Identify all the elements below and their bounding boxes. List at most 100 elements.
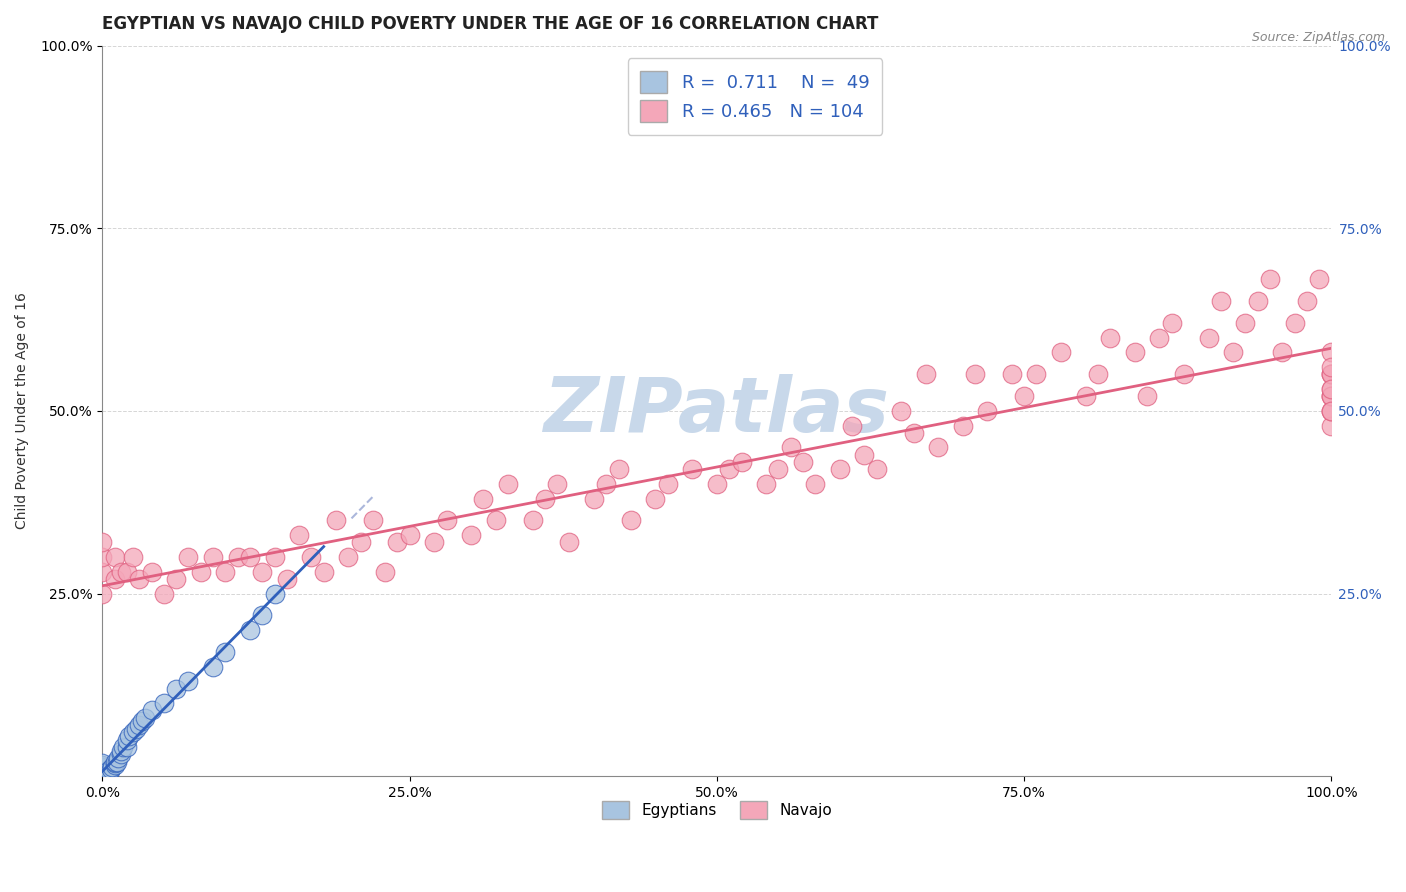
Point [1136,389,1159,403]
Point [153,586,176,600]
Point [1320,368,1343,382]
Point [288,528,311,542]
Point [91,769,114,783]
Point [177,674,200,689]
Point [472,491,495,506]
Point [1173,368,1195,382]
Point [1087,368,1109,382]
Point [101,760,124,774]
Point [115,739,138,754]
Point [115,732,138,747]
Point [122,725,145,739]
Point [927,441,949,455]
Point [1320,368,1343,382]
Point [1025,368,1047,382]
Point [768,462,790,476]
Point [398,528,420,542]
Point [91,762,114,776]
Point [1123,345,1146,359]
Point [325,514,347,528]
Point [91,586,114,600]
Point [841,418,863,433]
Point [91,769,114,783]
Point [104,758,127,772]
Point [644,491,666,506]
Point [423,535,446,549]
Point [299,549,322,564]
Point [779,441,801,455]
Point [1209,294,1232,309]
Point [91,549,114,564]
Point [97,765,120,780]
Point [1320,389,1343,403]
Point [853,448,876,462]
Point [252,608,274,623]
Point [115,565,138,579]
Text: ZIPatlas: ZIPatlas [544,374,890,448]
Point [110,747,132,762]
Point [112,739,135,754]
Point [485,514,508,528]
Point [595,477,617,491]
Point [1295,294,1317,309]
Point [91,763,114,777]
Point [374,565,396,579]
Point [118,729,141,743]
Point [91,764,114,778]
Point [706,477,728,491]
Y-axis label: Child Poverty Under the Age of 16: Child Poverty Under the Age of 16 [15,293,30,529]
Point [214,565,236,579]
Point [128,718,150,732]
Point [349,535,371,549]
Point [1074,389,1097,403]
Point [1012,389,1035,403]
Point [337,549,360,564]
Point [804,477,827,491]
Point [963,368,986,382]
Point [91,764,114,778]
Point [91,769,114,783]
Point [91,765,114,780]
Point [263,586,285,600]
Point [1198,331,1220,345]
Point [903,425,925,440]
Point [1284,316,1306,330]
Point [496,477,519,491]
Point [104,549,127,564]
Point [1320,404,1343,418]
Point [134,711,156,725]
Point [226,549,249,564]
Point [276,572,298,586]
Point [1308,272,1330,286]
Point [792,455,814,469]
Point [141,565,163,579]
Point [1320,404,1343,418]
Point [1160,316,1182,330]
Point [91,765,114,780]
Point [104,755,127,769]
Point [104,572,127,586]
Point [730,455,752,469]
Point [91,769,114,783]
Point [91,565,114,579]
Point [1320,389,1343,403]
Point [1320,382,1343,396]
Point [976,404,998,418]
Point [1271,345,1294,359]
Point [1099,331,1122,345]
Point [100,762,122,776]
Legend: Egyptians, Navajo: Egyptians, Navajo [595,793,839,827]
Point [214,645,236,659]
Point [915,368,938,382]
Point [131,714,153,729]
Point [91,760,114,774]
Point [252,565,274,579]
Text: EGYPTIAN VS NAVAJO CHILD POVERTY UNDER THE AGE OF 16 CORRELATION CHART: EGYPTIAN VS NAVAJO CHILD POVERTY UNDER T… [103,15,879,33]
Point [97,764,120,778]
Point [107,751,129,765]
Point [1320,360,1343,375]
Point [202,549,225,564]
Point [1320,382,1343,396]
Point [91,535,114,549]
Point [522,514,544,528]
